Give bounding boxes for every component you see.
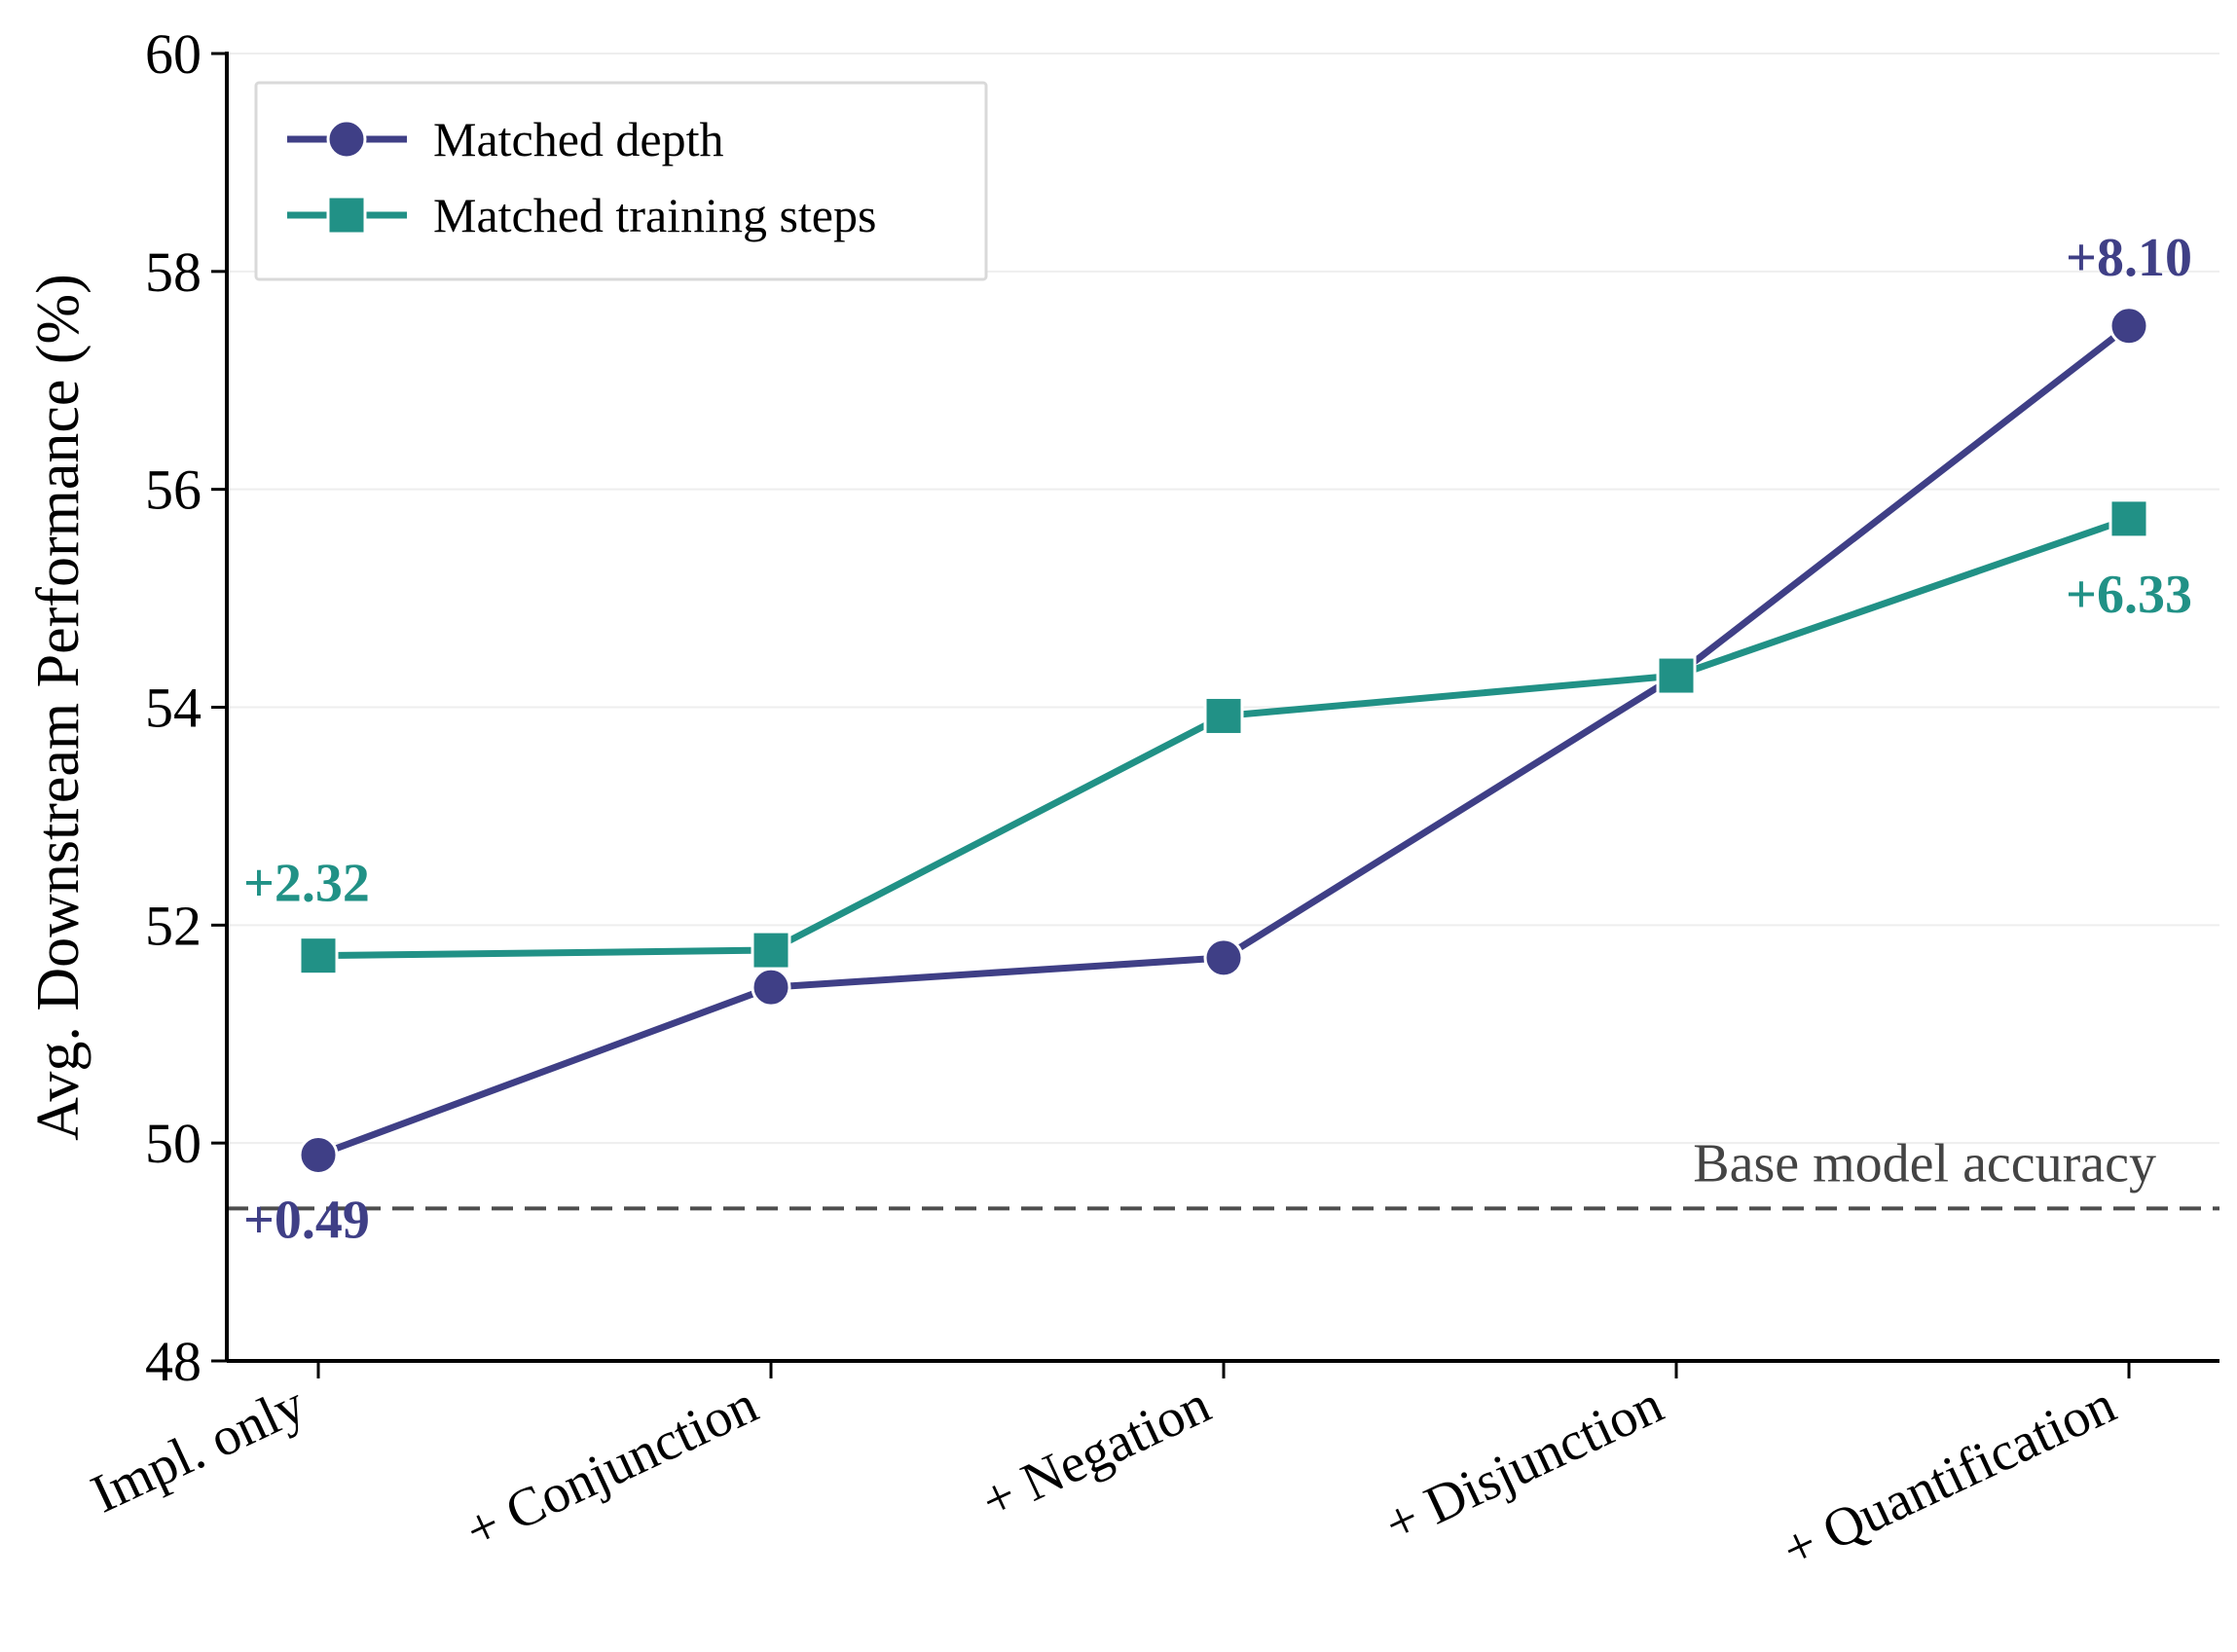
legend-label: Matched training steps xyxy=(433,188,876,242)
annotation-label: +0.49 xyxy=(243,1190,370,1250)
data-point-circle xyxy=(751,967,791,1008)
y-tick-label: 52 xyxy=(145,894,202,957)
y-tick-label: 48 xyxy=(145,1330,202,1393)
series-line xyxy=(314,322,2133,1158)
data-point-square xyxy=(1203,695,1244,736)
annotation-label: +8.10 xyxy=(2066,228,2192,288)
baseline-label: Base model accuracy xyxy=(1693,1133,2156,1193)
legend-box xyxy=(254,81,988,281)
legend-marker-circle xyxy=(326,119,367,160)
data-point-circle xyxy=(2109,306,2149,347)
x-tick-label: Impl. only xyxy=(83,1375,314,1525)
legend-label: Matched depth xyxy=(433,112,724,166)
x-tick-label: + Conjunction xyxy=(457,1375,766,1561)
series-layer xyxy=(298,306,2149,1175)
legend: Matched depth Matched training steps xyxy=(254,81,988,281)
baseline: Base model accuracy xyxy=(227,1133,2219,1211)
data-point-circle xyxy=(1203,937,1244,978)
x-tick-label: + Negation xyxy=(972,1375,1220,1532)
y-tick-label: 56 xyxy=(145,459,202,522)
y-tick-label: 50 xyxy=(145,1112,202,1175)
data-point-square xyxy=(298,936,339,976)
x-tick-label: + Disjunction xyxy=(1375,1375,1671,1556)
series-line xyxy=(314,515,2133,960)
legend-marker-square xyxy=(326,195,367,236)
x-tick-label: + Quantification xyxy=(1774,1375,2125,1581)
y-axis-label: Avg. Downstream Performance (%) xyxy=(25,274,92,1141)
y-tick-label: 60 xyxy=(145,22,202,86)
y-tick-label: 58 xyxy=(145,240,202,304)
data-point-square xyxy=(2109,498,2149,539)
data-point-square xyxy=(751,930,791,971)
y-tick-label: 54 xyxy=(145,677,202,740)
data-point-square xyxy=(1656,655,1697,696)
annotations: +0.49 +2.32 +8.10 +6.33 xyxy=(243,228,2192,1251)
annotation-label: +2.32 xyxy=(243,854,370,914)
data-point-circle xyxy=(298,1134,339,1175)
annotation-label: +6.33 xyxy=(2066,565,2192,625)
